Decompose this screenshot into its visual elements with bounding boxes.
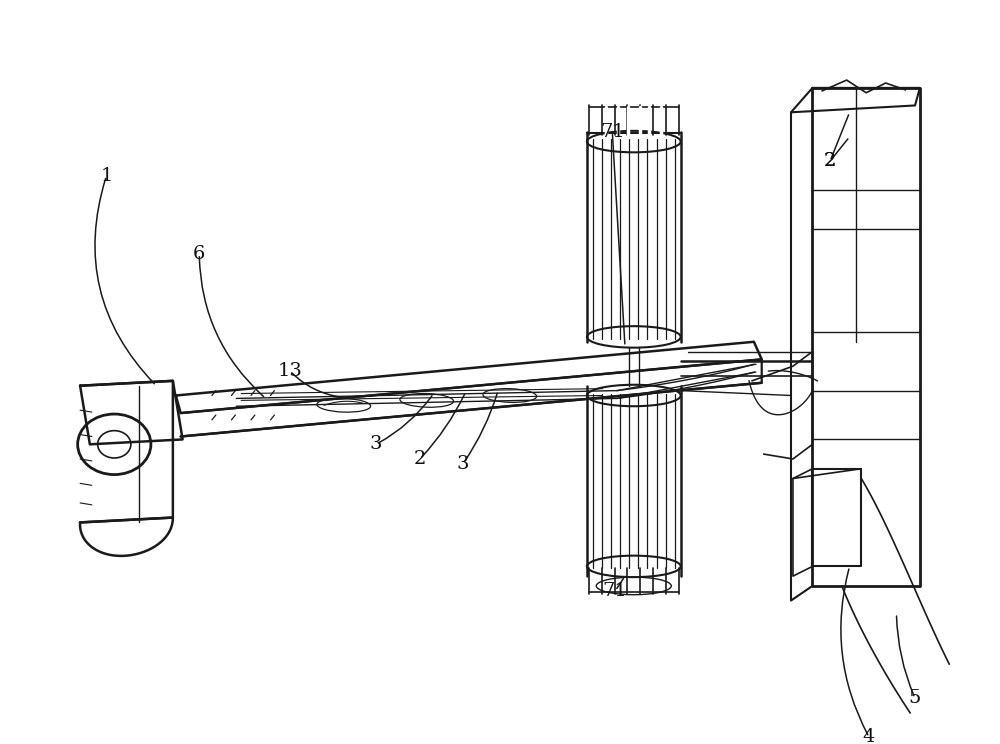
Text: 6: 6: [193, 245, 205, 263]
Text: 1: 1: [100, 167, 113, 185]
Text: 2: 2: [414, 450, 426, 468]
Text: 13: 13: [278, 362, 302, 380]
Text: 5: 5: [909, 689, 921, 708]
Text: 3: 3: [457, 455, 469, 473]
Text: 71: 71: [603, 582, 628, 600]
Text: 2: 2: [824, 152, 836, 170]
Text: 3: 3: [370, 435, 382, 453]
Text: 4: 4: [863, 728, 875, 744]
Text: 2: 2: [824, 152, 836, 170]
Text: 71: 71: [600, 123, 625, 141]
